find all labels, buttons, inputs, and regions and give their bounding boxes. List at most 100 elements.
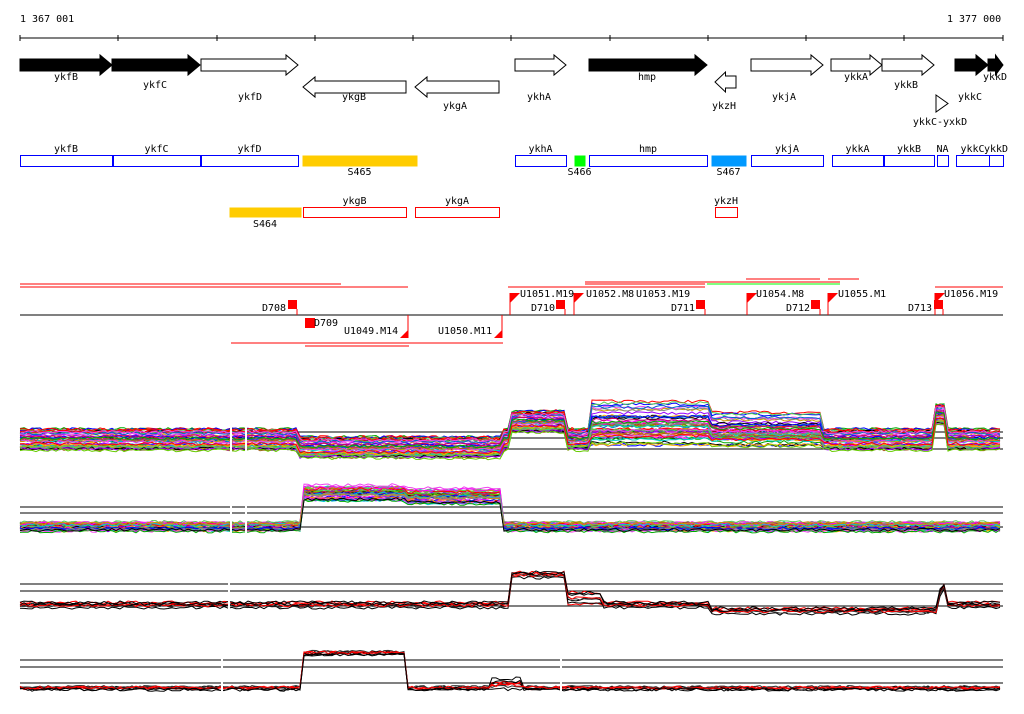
gene-arrow-ykkA (830, 53, 883, 77)
panel2-profile-line (19, 485, 1001, 526)
panel3-profile-line (19, 573, 1001, 614)
segment-ykfC (113, 155, 201, 167)
panel4-profile-line (20, 649, 1001, 690)
site-flag-icon (747, 293, 757, 303)
gene-arrow-ykkD (987, 53, 1004, 77)
segment-S464 (229, 207, 302, 218)
panel2-gap (245, 457, 247, 577)
segment-label-ykgA: ykgA (444, 196, 470, 207)
segment-label-S467: S467 (716, 167, 741, 178)
gene-label-ykkC: ykkC (957, 92, 983, 103)
site-label-d710: D710 (531, 303, 556, 314)
panel2-gap (230, 457, 232, 577)
site-box-icon (811, 300, 820, 309)
gene-arrow-ykzH (714, 70, 737, 94)
gene-label-ykkC-yxkD: ykkC-yxkD (912, 117, 968, 128)
segment-label-hmp: hmp (638, 144, 658, 155)
panel4-profile-line (19, 652, 1001, 692)
site-label-d708: D708 (262, 303, 287, 314)
site-flag-icon (510, 293, 520, 303)
gene-arrow-hmp (588, 53, 708, 77)
site-label-u1055-m1: U1055.M1 (838, 289, 887, 300)
segment-S467 (711, 155, 747, 167)
segment-label-S464: S464 (252, 219, 278, 230)
gene-label-ykhA: ykhA (526, 92, 552, 103)
segment-label-ykgB: ykgB (342, 196, 367, 207)
segment-label-ykkA: ykkA (845, 144, 870, 155)
panel2-profile-line (19, 492, 1001, 526)
segment-ykhA (515, 155, 567, 167)
site-label-d711: D711 (671, 303, 696, 314)
segment-ykjA (751, 155, 824, 167)
gene-arrow-ykhA (514, 53, 567, 77)
segment-ykkA (832, 155, 884, 167)
panel1-profile-line (19, 420, 1001, 457)
gene-arrow-ykfC (111, 53, 201, 77)
segment-label-NA: NA (936, 144, 949, 155)
segment-label-ykhA: ykhA (528, 144, 553, 155)
panel2-profile-line (19, 490, 1000, 526)
ruler-end-label: 1 377 000 (947, 14, 1002, 25)
gene-arrow-ykgB (302, 75, 407, 99)
site-label-d709: D709 (314, 318, 339, 329)
panel3-gap (228, 535, 230, 655)
site-flag-icon (828, 293, 838, 303)
site-box-icon (696, 300, 705, 309)
gene-label-ykgA: ykgA (442, 101, 468, 112)
site-label-u1053-m19: U1053.M19 (636, 289, 691, 300)
panel2-profile-line (19, 493, 1001, 526)
gene-arrow-ykkC (954, 53, 989, 77)
segment-label-S466: S466 (567, 167, 592, 178)
gene-label-ykkA: ykkA (843, 72, 869, 83)
segment-S465 (302, 155, 418, 167)
site-label-u1056-m19: U1056.M19 (944, 289, 999, 300)
gene-arrow-ykfB (19, 53, 113, 77)
segment-label-ykfC: ykfC (144, 144, 169, 155)
panel1-profile-line (19, 406, 1001, 443)
panel2-profile-line (19, 486, 1001, 526)
segment-label-ykzH: ykzH (713, 196, 739, 207)
site-label-d712: D712 (786, 303, 811, 314)
panel1-profile-line (19, 423, 1001, 461)
site-box-icon (934, 300, 943, 309)
panel2-profile-line (19, 485, 1001, 525)
panel4-profile-line (19, 650, 1001, 690)
site-flag-icon (574, 293, 584, 303)
gene-arrow-ykkB (881, 53, 935, 77)
segment-S466 (574, 155, 586, 167)
site-box-icon (305, 318, 315, 328)
segment-ykgB (303, 207, 407, 218)
segment-hmp (589, 155, 708, 167)
panel2-profile-line (19, 491, 1001, 528)
panel1-profile-line (19, 417, 1001, 454)
site-label-u1054-m8: U1054.M8 (756, 289, 805, 300)
gene-label-ykfC: ykfC (142, 80, 168, 91)
panel4-gap (221, 618, 223, 714)
panel1-gap (230, 370, 232, 490)
segment-ykkD (989, 155, 1004, 167)
gene-label-ykfD: ykfD (237, 92, 263, 103)
segment-ykgA (415, 207, 500, 218)
gene-label-ykkB: ykkB (893, 80, 919, 91)
segment-ykfD (201, 155, 299, 167)
segment-label-ykjA: ykjA (774, 144, 800, 155)
gene-arrow-ykkC-yxkD (935, 94, 949, 113)
panel2-profile-line (19, 497, 1001, 532)
panel2-profile-line (19, 486, 1001, 525)
ruler-start-label: 1 367 001 (20, 14, 75, 25)
segment-label-ykkC: ykkC (960, 144, 985, 155)
site-label-u1049-m14: U1049.M14 (344, 326, 399, 337)
panel1-profile-line (19, 411, 1001, 449)
site-flag-icon (400, 330, 408, 338)
segment-label-ykkD: ykkD (983, 144, 1009, 155)
gene-label-ykgB: ykgB (341, 92, 367, 103)
panel2-profile-line (19, 492, 1001, 527)
gene-arrow-ykfD (200, 53, 299, 77)
gene-arrow-ykgA (414, 75, 500, 99)
segment-ykkB (884, 155, 935, 167)
gene-arrow-ykjA (750, 53, 824, 77)
segment-ykzH (715, 207, 738, 218)
panel2-profile-line (20, 485, 1001, 526)
